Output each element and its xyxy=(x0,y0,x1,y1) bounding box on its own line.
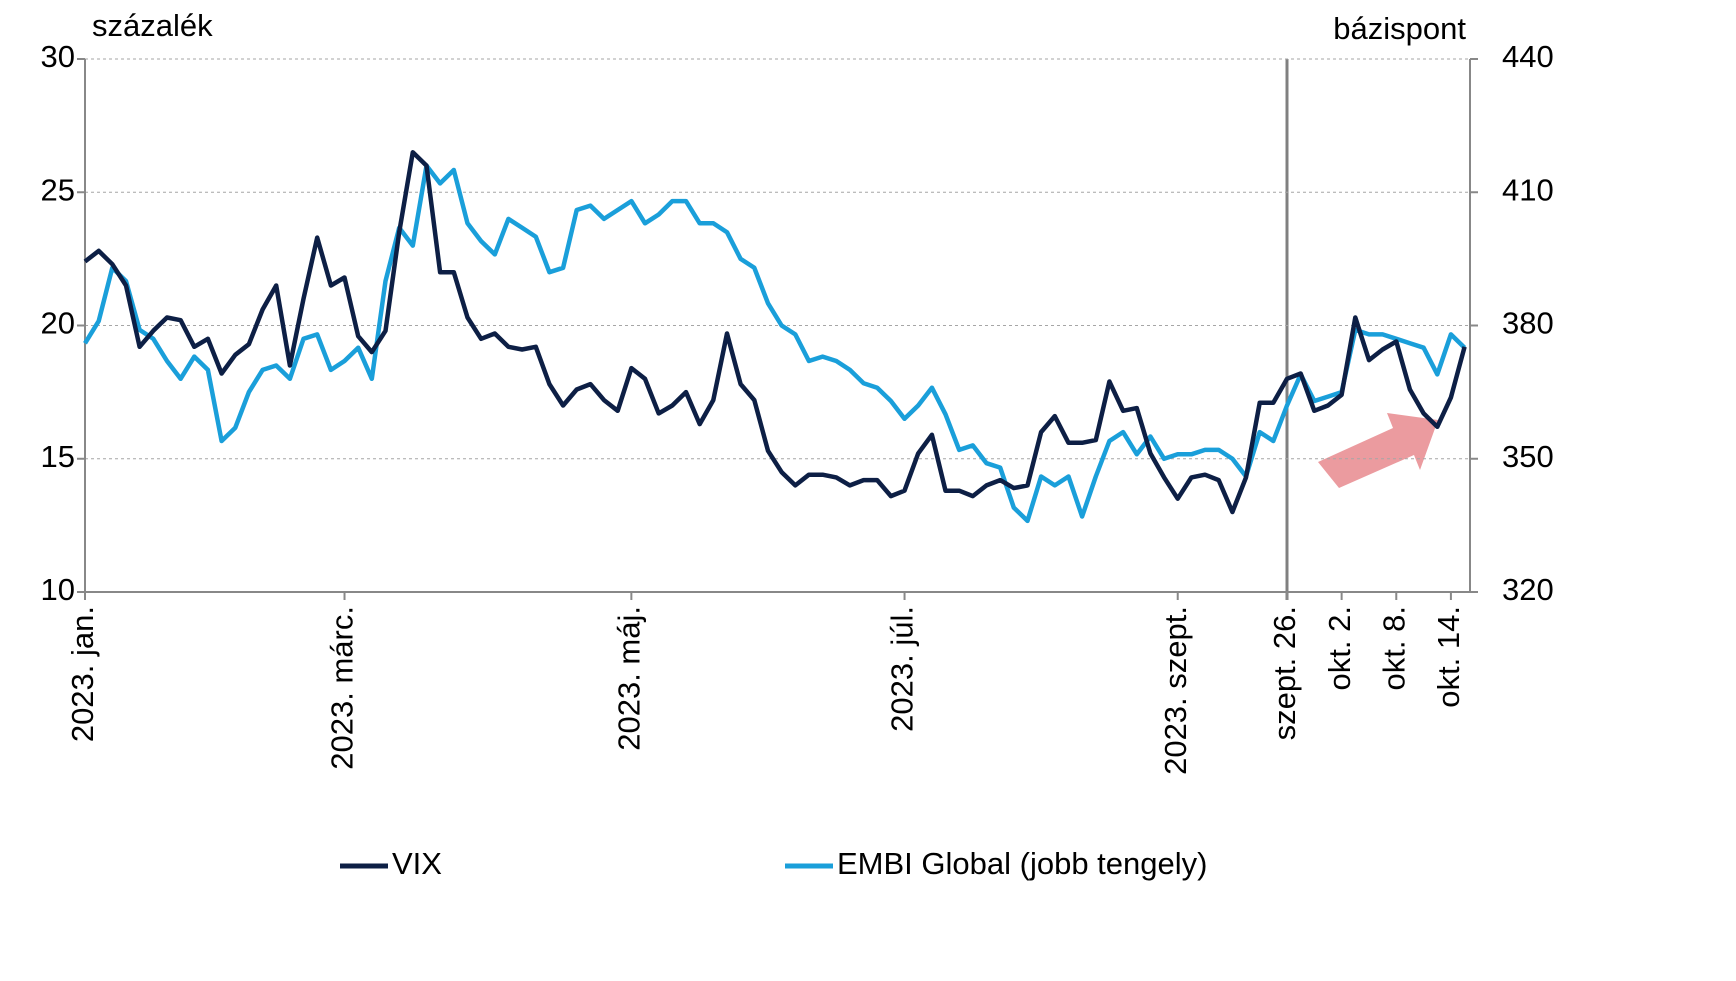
y2-tick-label: 320 xyxy=(1502,572,1554,607)
y-tick-label: 25 xyxy=(41,172,75,207)
series-line xyxy=(83,150,1467,515)
y2-tick-label: 350 xyxy=(1502,439,1554,474)
x-tick-label: 2023. júl. xyxy=(885,606,920,732)
x-tick-label: okt. 8. xyxy=(1376,606,1411,690)
y2-axis-title: bázispont xyxy=(1333,11,1466,46)
x-tick-label: szept. 26. xyxy=(1267,606,1302,740)
legend-label: EMBI Global (jobb tengely) xyxy=(837,846,1207,881)
x-tick-label: okt. 2. xyxy=(1322,606,1357,690)
x-tick-label: 2023. jan. xyxy=(65,606,100,742)
x-tick-label: okt. 14. xyxy=(1431,606,1466,708)
y2-tick-label: 440 xyxy=(1502,39,1554,74)
y-tick-label: 20 xyxy=(41,306,75,341)
y-tick-label: 30 xyxy=(41,39,75,74)
x-tick-label: 2023. márc. xyxy=(325,606,360,770)
x-tick-label: 2023. máj. xyxy=(612,606,647,751)
y2-tick-label: 380 xyxy=(1502,306,1554,341)
y-tick-label: 10 xyxy=(41,572,75,607)
y-axis-title: százalék xyxy=(92,8,213,43)
legend-label: VIX xyxy=(392,846,442,881)
trend-arrow xyxy=(1318,413,1438,488)
series-line xyxy=(83,163,1467,524)
x-tick-label: 2023. szept. xyxy=(1158,606,1193,775)
y-tick-label: 15 xyxy=(41,439,75,474)
y2-tick-label: 410 xyxy=(1502,172,1554,207)
